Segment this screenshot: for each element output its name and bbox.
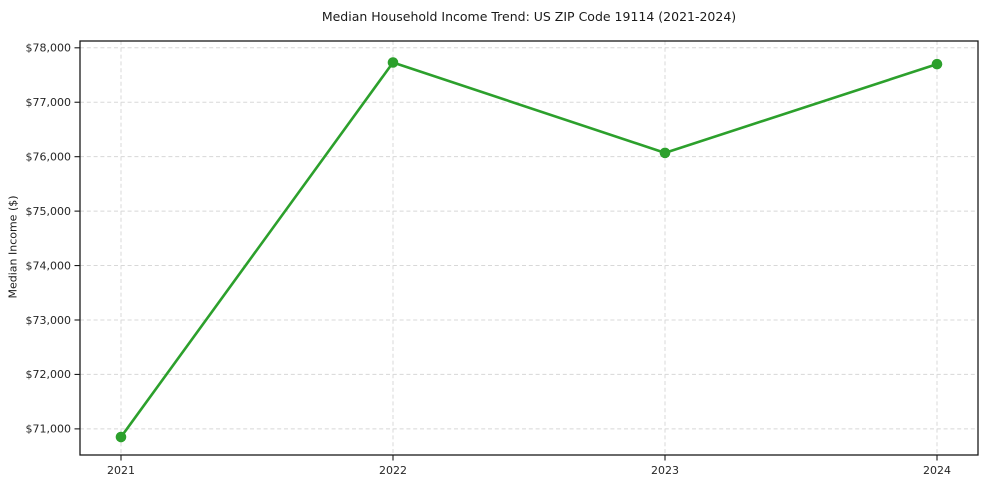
x-tick-label: 2022 xyxy=(379,464,407,477)
x-tick-label: 2024 xyxy=(923,464,951,477)
data-point-marker xyxy=(931,58,943,70)
x-tick-label: 2023 xyxy=(651,464,679,477)
y-tick-label: $72,000 xyxy=(26,368,72,381)
y-tick-label: $73,000 xyxy=(26,314,72,327)
y-tick-label: $76,000 xyxy=(26,150,72,163)
y-tick-label: $78,000 xyxy=(26,42,72,55)
y-tick-label: $75,000 xyxy=(26,205,72,218)
y-tick-label: $77,000 xyxy=(26,96,72,109)
plot-border xyxy=(79,40,979,456)
x-tick-label: 2021 xyxy=(107,464,135,477)
chart-title: Median Household Income Trend: US ZIP Co… xyxy=(321,9,737,24)
data-point-marker xyxy=(659,147,671,159)
trend-line xyxy=(119,61,939,439)
y-tick-label: $71,000 xyxy=(26,423,72,436)
y-tick-label: $74,000 xyxy=(26,259,72,272)
data-point-marker xyxy=(115,431,127,443)
data-point-marker xyxy=(387,57,399,68)
